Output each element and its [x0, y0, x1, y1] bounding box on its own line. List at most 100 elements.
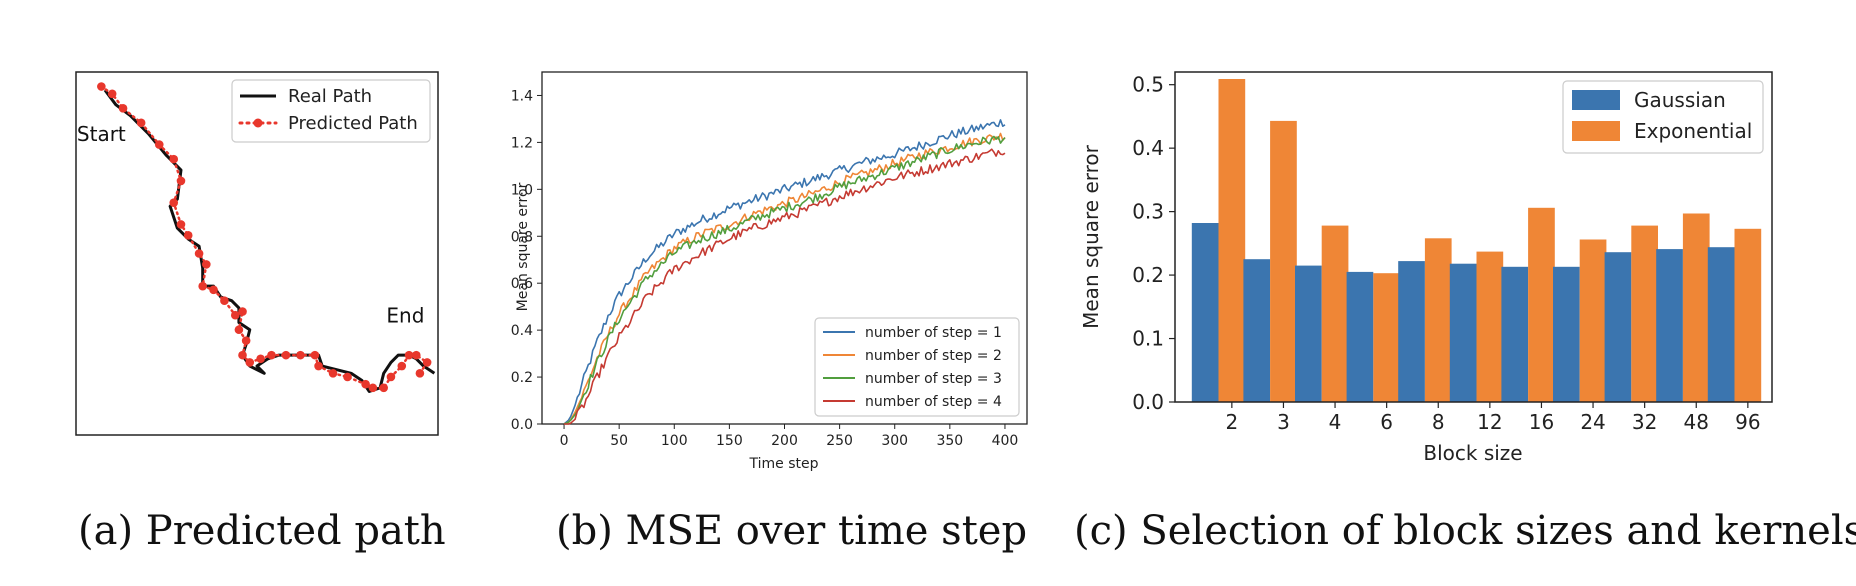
- x-tick-label: 96: [1735, 410, 1760, 434]
- x-tick-label: 32: [1632, 410, 1657, 434]
- legend-real-path-label: Real Path: [288, 86, 372, 107]
- y-tick-label: 0.4: [511, 323, 533, 339]
- x-tick-label: 3: [1277, 410, 1290, 434]
- bar-exponential-48: [1682, 213, 1710, 402]
- x-tick-label: 8: [1432, 410, 1445, 434]
- bar-exponential-4: [1321, 225, 1349, 402]
- panel-a-series-group: [97, 82, 436, 393]
- panel-c-ticks: 2 3 4 6 8 12 16 24 32 48 96 0.0 0.1 0.2 0.3 0.4 0.5: [1132, 73, 1760, 434]
- panel-c-legend: Gaussian Exponential: [1562, 80, 1764, 154]
- mse-series-line-step-2: [563, 132, 1006, 425]
- x-tick-label: 4: [1329, 410, 1342, 434]
- bar-gaussian-48: [1656, 249, 1683, 402]
- bar-gaussian-24: [1553, 266, 1580, 402]
- bar-gaussian-4: [1295, 265, 1322, 402]
- predicted-path-point: [107, 89, 117, 99]
- predicted-path-point: [296, 350, 305, 360]
- predicted-path-point: [176, 176, 186, 186]
- y-tick-label: 0.6: [511, 276, 533, 292]
- y-tick-label: 0.1: [1132, 327, 1164, 351]
- panel-b-legend: number of step = 1 number of step = 2 nu…: [814, 317, 1020, 417]
- legend-gaussian-label: Gaussian: [1634, 88, 1726, 112]
- panel-a-legend: Real Path Predicted Path: [231, 79, 431, 143]
- caption-panel-c: (c) Selection of block sizes and kernels: [1074, 508, 1856, 554]
- bar-gaussian-12: [1449, 263, 1477, 402]
- x-tick-label: 100: [661, 433, 688, 449]
- y-tick-label: 0.8: [511, 229, 533, 245]
- predicted-path-point: [136, 118, 146, 128]
- legend-frame: [231, 79, 431, 143]
- y-tick-label: 0.5: [1132, 73, 1164, 97]
- predicted-path-point: [328, 368, 338, 378]
- x-tick-label: 400: [992, 433, 1019, 449]
- legend-frame: [814, 317, 1020, 417]
- y-tick-label: 0.2: [1132, 263, 1164, 287]
- x-tick-label: 150: [716, 433, 743, 449]
- bar-exponential-96: [1734, 228, 1762, 403]
- x-tick-label: 0: [560, 433, 569, 449]
- predicted-path-point: [256, 354, 265, 364]
- panel-b-mse-plot: 0 50 100 150 200 250 300 350 400 0.0 0.2 0.4 0.6 0.8 1…: [511, 71, 1028, 472]
- bar-exponential-32: [1631, 225, 1658, 402]
- predicted-path-point: [343, 372, 352, 382]
- predicted-path-point: [220, 296, 229, 305]
- bar-exponential-8: [1424, 238, 1452, 402]
- predicted-path-point: [281, 350, 291, 360]
- x-tick-label: 2: [1225, 410, 1238, 434]
- predicted-path-point: [267, 350, 276, 360]
- x-tick-label: 24: [1580, 410, 1605, 434]
- y-tick-label: 1.0: [511, 182, 533, 198]
- x-tick-label: 12: [1477, 410, 1502, 434]
- y-tick-label: 0.2: [511, 370, 533, 386]
- mse-series-line-step-4: [564, 148, 1006, 425]
- legend-predicted-path-label: Predicted Path: [288, 113, 418, 134]
- bar-gaussian-96: [1707, 247, 1735, 402]
- y-tick-label: 1.4: [511, 88, 533, 104]
- bar-gaussian-16: [1501, 266, 1529, 402]
- predicted-path-point: [241, 336, 251, 345]
- x-tick-label: 16: [1529, 410, 1554, 434]
- y-tick-label: 0.0: [1132, 390, 1164, 414]
- y-tick-label: 0.3: [1132, 200, 1164, 224]
- predicted-path-point: [415, 368, 425, 378]
- caption-panel-a: (a) Predicted path: [78, 508, 446, 554]
- predicted-path-point: [209, 285, 218, 295]
- panel-a-path-plot: Start End Real Path Predicted Path: [75, 71, 439, 436]
- predicted-path-point: [314, 361, 323, 371]
- caption-panel-b: (b) MSE over time step: [556, 508, 1028, 554]
- x-tick-label: 50: [610, 433, 628, 449]
- bar-exponential-24: [1579, 239, 1607, 402]
- predicted-path-point: [230, 310, 240, 320]
- y-tick-label: 0.4: [1132, 136, 1164, 160]
- bar-gaussian-3: [1243, 259, 1271, 402]
- bar-gaussian-6: [1346, 271, 1374, 402]
- path-annotation-start: Start: [77, 122, 126, 146]
- predicted-path-point: [169, 154, 179, 164]
- predicted-path-point: [176, 220, 186, 229]
- bar-gaussian-2: [1191, 223, 1219, 402]
- legend-gaussian-swatch: [1572, 90, 1620, 110]
- panel-c-y-axis-label: Mean square error: [1079, 144, 1103, 329]
- panel-c-bar-plot: 2 3 4 6 8 12 16 24 32 48 96 0.0 0.1 0.2 0.3 0.4 0.5 Bloc…: [1079, 71, 1773, 465]
- predicted-path-point: [118, 104, 128, 113]
- panel-b-series-group: [563, 119, 1006, 425]
- x-tick-label: 350: [936, 433, 963, 449]
- bar-gaussian-32: [1604, 252, 1632, 402]
- panel-a-annotations: Start End: [77, 122, 425, 328]
- bar-exponential-2: [1218, 79, 1246, 402]
- path-annotation-end: End: [386, 303, 424, 327]
- bar-exponential-12: [1476, 251, 1504, 402]
- predicted-path-point: [238, 350, 247, 360]
- predicted-path-point: [386, 372, 396, 382]
- panel-c-x-axis-label: Block size: [1423, 441, 1522, 465]
- x-tick-label: 300: [881, 433, 908, 449]
- panel-c-bars-group: [1191, 79, 1762, 403]
- predicted-path-point: [310, 350, 320, 360]
- bar-exponential-3: [1270, 120, 1297, 403]
- panel-b-ticks: 0 50 100 150 200 250 300 350 400 0.0 0.2 0.4 0.6 0.8 1…: [511, 88, 1019, 449]
- predicted-path-point: [154, 140, 164, 149]
- predicted-path-point: [397, 361, 407, 371]
- predicted-path-point: [411, 350, 421, 360]
- predicted-path-point: [234, 325, 244, 335]
